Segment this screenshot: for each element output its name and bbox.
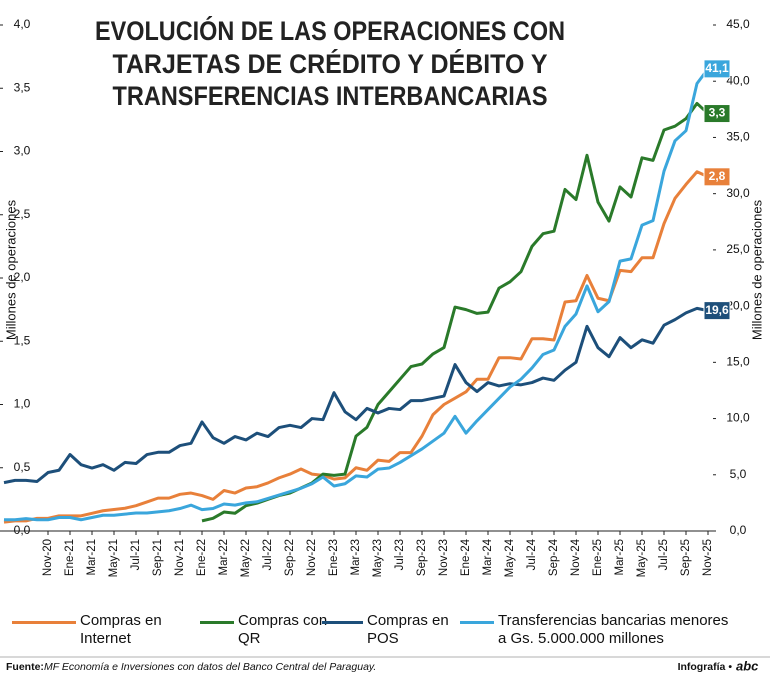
x-tick-label: Nov-25 [702, 539, 714, 576]
x-tick-label: Ene-24 [460, 538, 472, 576]
series-line [201, 101, 710, 523]
source-label: Fuente: [6, 661, 44, 673]
end-label-box [703, 167, 731, 187]
y2-tick-label: 0,0 [730, 523, 747, 537]
legend-swatch [322, 621, 363, 624]
logo: abc [736, 658, 759, 673]
x-tick-label: Nov-23 [438, 539, 450, 576]
y-tick-label: 1,5 [14, 333, 31, 347]
source: MF Economía e Inversiones con datos del … [44, 661, 376, 673]
x-tick-label: Sep-21 [152, 539, 164, 576]
x-tick-label: Jul-23 [394, 539, 406, 570]
y-tick-label: 1,0 [14, 397, 31, 411]
x-tick-label: Mar-24 [482, 538, 494, 575]
x-tick-label: Nov-22 [306, 539, 318, 576]
x-tick-label: Nov-20 [42, 539, 54, 576]
y2-tick-label: 15,0 [726, 355, 750, 369]
y-tick-label: 2,5 [14, 207, 31, 221]
y2-tick-label: 25,0 [726, 242, 750, 256]
legend-swatch [12, 621, 76, 624]
x-tick-label: Mar-21 [86, 539, 98, 575]
y2-tick-label: 35,0 [726, 130, 750, 144]
y2-tick-label: 30,0 [726, 186, 750, 200]
y2-axis-title: Millones de operaciones [749, 199, 764, 340]
x-tick-label: Jul-25 [658, 539, 670, 570]
credit: Infografía • [678, 661, 733, 673]
x-tick-label: Mar-25 [614, 539, 626, 575]
chart-title: TARJETAS DE CRÉDITO Y DÉBITO Y [113, 48, 548, 79]
end-label-box [703, 104, 731, 124]
legend-label: Compras en Internet [80, 612, 162, 647]
y-tick-label: 4,0 [14, 17, 31, 31]
chart-title: TRANSFERENCIAS INTERBANCARIAS [113, 81, 548, 111]
x-tick-label: Sep-24 [548, 538, 560, 576]
legend-label: Compras con QR [238, 612, 328, 647]
legend-label: Compras en POS [367, 612, 449, 647]
x-tick-label: Ene-25 [592, 539, 604, 576]
x-tick-label: Jul-22 [262, 539, 274, 570]
chart-title: EVOLUCIÓN DE LAS OPERACIONES CON [95, 15, 565, 46]
y2-tick-label: 40,0 [726, 73, 750, 87]
y2-tick-label: 45,0 [726, 17, 750, 31]
y2-tick-label: 5,0 [730, 467, 747, 481]
end-label: 41,1 [705, 61, 729, 75]
y-tick-label: 3,5 [14, 80, 31, 94]
x-tick-label: May-25 [636, 539, 648, 577]
x-tick-label: Ene-23 [328, 539, 340, 576]
y2-tick-label: 10,0 [726, 411, 750, 425]
legend-swatch [460, 621, 494, 624]
x-tick-label: Sep-23 [416, 539, 428, 576]
x-tick-label: Sep-25 [680, 539, 692, 576]
y-tick-label: 0,0 [14, 523, 31, 537]
y2-tick-label: 20,0 [726, 298, 750, 312]
end-label: 19,6 [705, 303, 729, 317]
x-tick-label: May-24 [504, 538, 516, 577]
x-tick-label: Mar-23 [350, 539, 362, 575]
series-line [3, 170, 709, 524]
x-tick-label: May-23 [372, 539, 384, 577]
x-tick-label: Mar-22 [218, 539, 230, 575]
x-tick-label: Nov-24 [570, 538, 582, 576]
series-line [3, 306, 709, 485]
x-tick-label: Nov-21 [174, 539, 186, 576]
end-label: 3,3 [709, 106, 726, 120]
x-tick-label: Ene-22 [196, 539, 208, 576]
y-tick-label: 3,0 [14, 144, 31, 158]
x-tick-label: Ene-21 [64, 539, 76, 576]
x-tick-label: May-21 [108, 539, 120, 577]
x-tick-label: Jul-24 [526, 538, 538, 570]
legend-label: Transferencias bancarias menores a Gs. 5… [498, 612, 729, 647]
end-label-box [703, 301, 731, 321]
end-label-box [703, 59, 731, 79]
x-tick-label: Sep-22 [284, 539, 296, 576]
end-label: 2,8 [709, 169, 726, 183]
x-tick-label: May-22 [240, 539, 252, 577]
series-line [4, 67, 710, 522]
y-tick-label: 2,0 [14, 270, 31, 284]
y-tick-label: 0,5 [14, 460, 31, 474]
y-axis-title: Millones de operaciones [3, 199, 18, 340]
x-tick-label: Jul-21 [130, 539, 142, 570]
legend-swatch [200, 621, 234, 624]
